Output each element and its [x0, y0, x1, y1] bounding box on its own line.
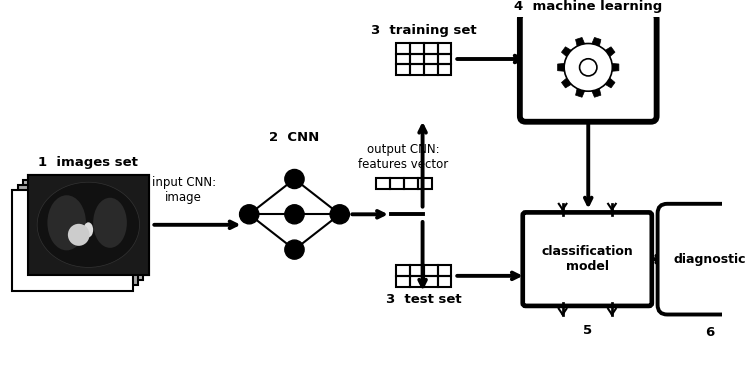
Bar	[28, 175, 148, 275]
Text: 4  machine learning: 4 machine learning	[514, 0, 662, 13]
Text: input CNN:
image: input CNN: image	[151, 176, 216, 204]
Circle shape	[285, 205, 304, 224]
FancyBboxPatch shape	[658, 204, 749, 314]
Bar	[418, 178, 432, 189]
Ellipse shape	[68, 224, 90, 246]
Bar	[410, 65, 423, 76]
Text: 6: 6	[705, 326, 715, 339]
Bar	[390, 178, 404, 189]
Bar	[395, 265, 410, 276]
Ellipse shape	[84, 222, 93, 237]
Bar	[404, 178, 418, 189]
Bar	[437, 53, 452, 65]
Text: 2  CNN: 2 CNN	[270, 131, 320, 144]
Bar	[437, 42, 452, 53]
Bar	[423, 65, 437, 76]
Text: output CNN:
features vector: output CNN: features vector	[358, 143, 449, 171]
Bar	[12, 191, 133, 291]
Circle shape	[330, 205, 349, 224]
Bar	[423, 265, 437, 276]
Bar	[423, 276, 437, 287]
Bar	[395, 65, 410, 76]
Bar	[376, 178, 390, 189]
Bar	[437, 276, 452, 287]
Bar	[410, 265, 423, 276]
Text: 3  training set: 3 training set	[371, 24, 476, 37]
Bar	[410, 276, 423, 287]
Text: diagnostic: diagnostic	[673, 253, 746, 265]
Bar	[395, 53, 410, 65]
Circle shape	[285, 170, 304, 189]
Circle shape	[240, 205, 259, 224]
Text: 5: 5	[583, 324, 592, 337]
Bar	[423, 42, 437, 53]
Ellipse shape	[47, 195, 86, 250]
Text: classification
model: classification model	[542, 245, 633, 273]
FancyBboxPatch shape	[520, 13, 657, 122]
Bar	[23, 180, 143, 280]
Bar	[395, 42, 410, 53]
Circle shape	[580, 59, 597, 76]
Text: 1  images set: 1 images set	[38, 156, 139, 169]
Bar	[410, 42, 423, 53]
Circle shape	[564, 44, 613, 91]
Ellipse shape	[37, 182, 139, 267]
Ellipse shape	[93, 198, 127, 248]
Bar	[410, 53, 423, 65]
Bar	[437, 65, 452, 76]
Text: 3  test set: 3 test set	[386, 293, 461, 306]
Bar	[28, 175, 148, 275]
Bar	[395, 276, 410, 287]
Bar	[423, 53, 437, 65]
Polygon shape	[557, 37, 619, 97]
Bar	[17, 185, 138, 285]
Bar	[437, 265, 452, 276]
FancyBboxPatch shape	[523, 212, 652, 306]
Circle shape	[285, 240, 304, 259]
